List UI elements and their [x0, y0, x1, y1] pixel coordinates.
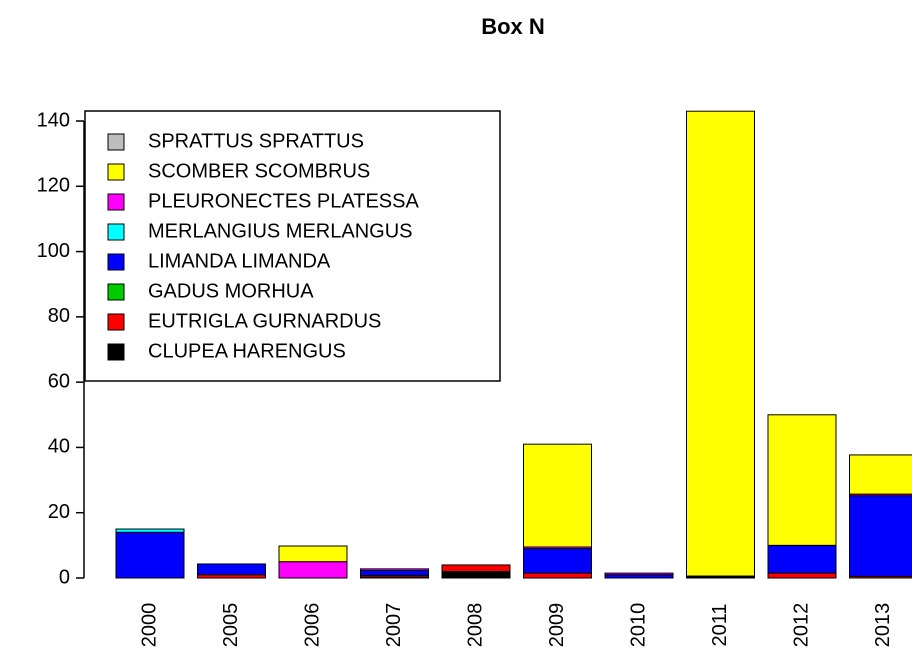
- legend-label: SCOMBER SCOMBRUS: [148, 160, 370, 182]
- bar-segment: [849, 454, 912, 495]
- y-tick-label: 40: [48, 436, 70, 458]
- bar-segment: [278, 545, 348, 563]
- bar-segment: [604, 572, 674, 576]
- legend-label: EUTRIGLA GURNARDUS: [148, 310, 381, 332]
- bar-segment: [441, 570, 511, 579]
- bar-segment: [197, 563, 266, 576]
- bar-segment: [523, 443, 592, 548]
- y-tick-label: 80: [48, 305, 70, 327]
- x-tick-label: 2012: [790, 603, 812, 648]
- x-tick-label: 2010: [627, 603, 649, 648]
- legend-label: LIMANDA LIMANDA: [148, 250, 331, 272]
- x-tick-label: 2000: [138, 603, 160, 648]
- bar-segment: [278, 561, 348, 579]
- legend-swatch: [107, 133, 125, 151]
- plot-area: [115, 110, 912, 579]
- legend-swatch: [107, 193, 125, 211]
- legend-swatch: [107, 223, 125, 241]
- bar-segment: [523, 548, 592, 574]
- x-tick-label: 2013: [872, 603, 894, 648]
- legend-label: GADUS MORHUA: [148, 280, 314, 302]
- legend-label: MERLANGIUS MERLANGUS: [148, 220, 413, 242]
- bar-segment: [115, 528, 185, 533]
- x-tick-label: 2008: [464, 603, 486, 648]
- legend-box: [84, 110, 501, 382]
- y-tick-label: 120: [37, 175, 70, 197]
- legend-swatch: [107, 343, 125, 361]
- chart-title: Box N: [481, 14, 545, 39]
- bar-segment: [849, 495, 912, 577]
- bar-segment: [115, 531, 185, 579]
- y-tick-label: 140: [37, 109, 70, 131]
- x-tick-label: 2009: [546, 603, 568, 648]
- x-tick-label: 2007: [383, 603, 405, 648]
- y-tick-label: 100: [37, 240, 70, 262]
- bar-segment: [686, 110, 755, 577]
- bar-segment: [360, 569, 429, 576]
- x-tick-label: 2005: [220, 603, 242, 648]
- legend-label: PLEURONECTES PLATESSA: [148, 190, 419, 212]
- bar-segment: [441, 564, 511, 572]
- bar-segment: [767, 414, 837, 546]
- bar-segment: [767, 572, 837, 579]
- bar-segment: [523, 572, 592, 579]
- bar-segment: [360, 568, 429, 571]
- legend-swatch: [107, 283, 125, 301]
- legend-swatch: [107, 163, 125, 181]
- y-tick-label: 0: [59, 566, 70, 588]
- x-tick-label: 2011: [709, 603, 731, 646]
- legend-label: SPRATTUS SPRATTUS: [148, 130, 364, 152]
- y-tick-label: 60: [48, 370, 70, 392]
- x-tick-label: 2006: [301, 603, 323, 648]
- bar-segment: [767, 544, 837, 574]
- legend-label: CLUPEA HARENGUS: [148, 340, 346, 362]
- legend-swatch: [107, 253, 125, 271]
- y-tick-label: 20: [48, 501, 70, 523]
- legend-swatch: [107, 313, 125, 331]
